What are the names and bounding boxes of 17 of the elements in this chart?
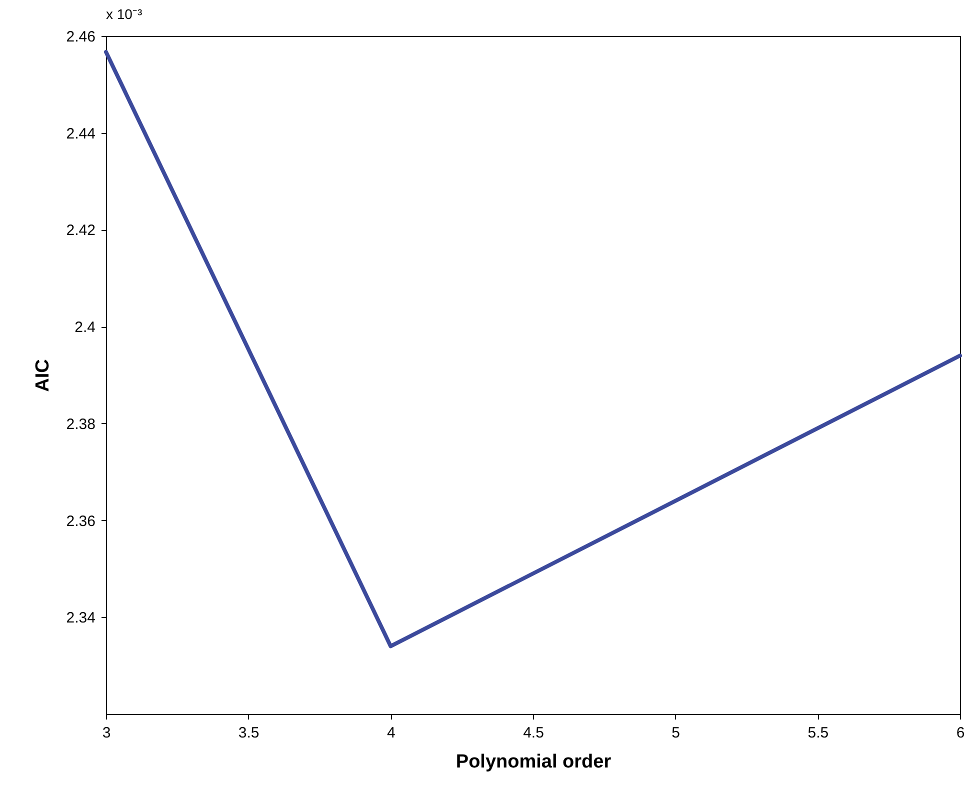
text: x 10⁻³	[106, 6, 142, 22]
y-tick-label: 2.46	[66, 28, 96, 46]
x-tick-label: 5.5	[808, 724, 829, 742]
y-tick-label: 2.44	[66, 125, 96, 142]
x-axis-title: Polynomial order	[456, 752, 612, 772]
y-tick-label: 2.34	[66, 610, 96, 627]
y-tick-label: 2.42	[66, 222, 96, 240]
y-axis-title: AIC	[32, 358, 54, 392]
y-tick-label: 2.36	[66, 512, 96, 530]
x-tick-label: 3.5	[238, 724, 260, 742]
x-tick-label: 5	[672, 724, 680, 742]
x-tick-label: 4.5	[523, 724, 544, 742]
y-tick-label: 2.4	[74, 319, 96, 336]
x-tick-label: 6	[956, 724, 965, 742]
x-tick-label: 3	[102, 724, 111, 742]
y-tick-label: 2.38	[66, 416, 96, 433]
x-tick-label: 4	[386, 724, 396, 742]
